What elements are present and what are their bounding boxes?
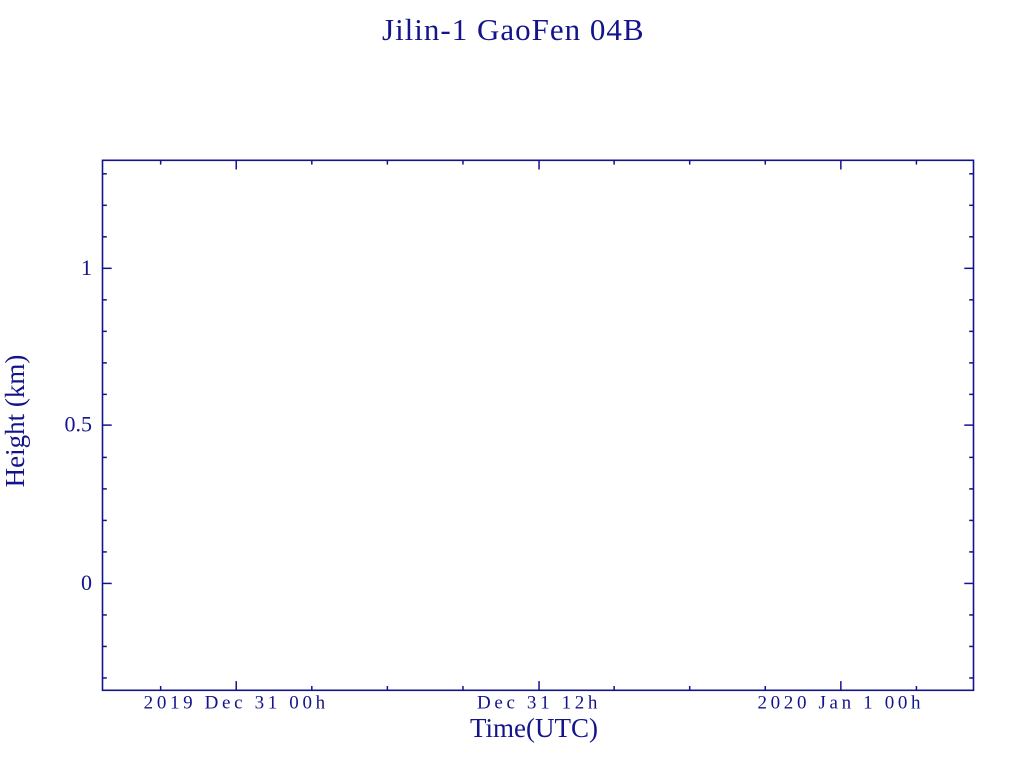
svg-text:0.5: 0.5	[65, 412, 93, 437]
svg-text:0: 0	[81, 570, 92, 595]
svg-text:2019 Dec 31 00h: 2019 Dec 31 00h	[144, 693, 329, 714]
svg-text:1: 1	[81, 255, 92, 280]
svg-text:Height (km): Height (km)	[0, 355, 30, 488]
svg-text:2020 Jan 1 00h: 2020 Jan 1 00h	[758, 693, 925, 714]
svg-text:Time(UTC): Time(UTC)	[470, 713, 598, 743]
svg-text:Dec 31 12h: Dec 31 12h	[477, 693, 601, 714]
